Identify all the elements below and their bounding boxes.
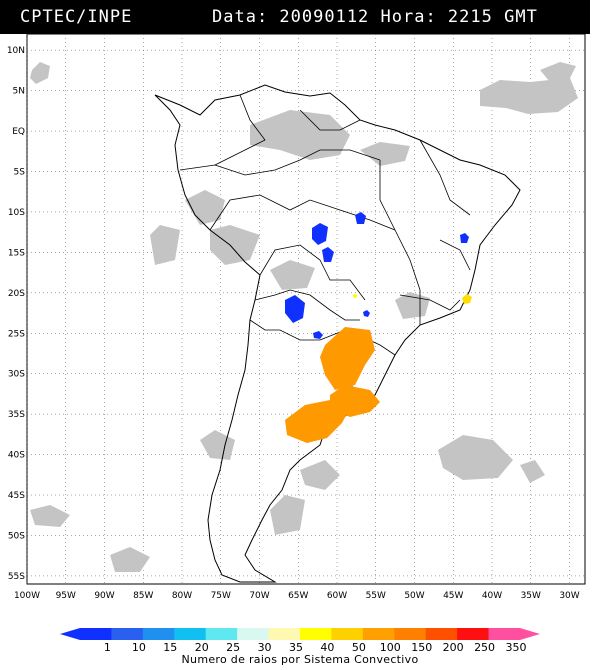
- colorbar-swatch: [488, 628, 521, 640]
- lat-label: 50S: [8, 531, 25, 541]
- lon-label: 95W: [56, 591, 76, 601]
- colorbar-swatch: [142, 628, 175, 640]
- lon-label: 55W: [366, 591, 386, 601]
- lon-label: 90W: [94, 591, 114, 601]
- colorbar: 1 10 15 20 25 30 35 40 50 100 150 200 250 350: [60, 628, 540, 654]
- colorbar-swatch: [237, 628, 270, 640]
- lon-label: 45W: [443, 591, 463, 601]
- colorbar-tick-label: 25: [226, 641, 240, 654]
- lat-label: 40S: [8, 451, 25, 461]
- lat-label: 45S: [8, 491, 25, 501]
- lightning-map: 10N5NEQ5S10S15S20S25S30S35S40S45S50S55S …: [7, 34, 586, 654]
- lat-label: 25S: [8, 329, 25, 339]
- colorbar-tick-label: 15: [163, 641, 177, 654]
- lat-label: 20S: [8, 289, 25, 299]
- colorbar-tick-label: 20: [195, 641, 209, 654]
- colorbar-tick-label: 150: [411, 641, 432, 654]
- datetime-label: Data: 20090112 Hora: 2215 GMT: [212, 7, 538, 27]
- lon-label: 65W: [288, 591, 308, 601]
- colorbar-swatch: [111, 628, 144, 640]
- lon-label: 50W: [404, 591, 424, 601]
- cloud-fields: [30, 62, 578, 572]
- lon-label: 80W: [172, 591, 192, 601]
- colorbar-right-arrow: [520, 628, 540, 640]
- colorbar-tick-label: 10: [132, 641, 146, 654]
- colorbar-swatch: [394, 628, 427, 640]
- colorbar-title: Numero de raios por Sistema Convectivo: [181, 653, 419, 666]
- colorbar-tick-label: 50: [352, 641, 366, 654]
- lat-label: 10N: [7, 46, 25, 56]
- lon-label: 75W: [211, 591, 231, 601]
- lat-label: 35S: [8, 410, 25, 420]
- colorbar-tick-label: 1: [104, 641, 111, 654]
- colorbar-tick-label: 30: [258, 641, 272, 654]
- lat-label: 10S: [8, 208, 25, 218]
- colorbar-swatch: [457, 628, 490, 640]
- colorbar-tick-label: 100: [380, 641, 401, 654]
- lon-label: 30W: [559, 591, 579, 601]
- lon-label: 35W: [521, 591, 541, 601]
- colorbar-tick-label: 250: [474, 641, 495, 654]
- lat-label: 15S: [8, 248, 25, 258]
- colorbar-swatch: [174, 628, 207, 640]
- latitude-labels: 10N 5N EQ 5S 10S 15S 20S 25S 30S 35S 40S 45S 50S 55S: [7, 46, 25, 582]
- lon-label: 100W: [14, 591, 40, 601]
- lat-label: EQ: [12, 127, 25, 137]
- colorbar-swatch: [80, 628, 112, 640]
- colorbar-swatch: [331, 628, 364, 640]
- colorbar-tick-label: 200: [443, 641, 464, 654]
- colorbar-swatch: [300, 628, 332, 640]
- lon-label: 85W: [133, 591, 153, 601]
- colorbar-tick-label: 35: [289, 641, 303, 654]
- longitude-labels: 100W 95W 90W 85W 80W 75W 70W 65W 60W 55W 50W 45W 40W…: [14, 591, 580, 601]
- colorbar-swatch: [268, 628, 301, 640]
- colorbar-swatch: [425, 628, 458, 640]
- lat-label: 55S: [8, 572, 25, 582]
- lat-label: 5N: [13, 87, 25, 97]
- lat-label: 30S: [8, 370, 25, 380]
- lat-label: 5S: [14, 168, 26, 178]
- lightning-clusters: [285, 212, 472, 443]
- colorbar-tick-label: 40: [320, 641, 334, 654]
- colorbar-swatch: [362, 628, 395, 640]
- lon-label: 60W: [327, 591, 347, 601]
- coastline: [154, 84, 521, 583]
- lon-label: 40W: [482, 591, 502, 601]
- source-label: CPTEC/INPE: [20, 7, 133, 27]
- colorbar-tick-label: 350: [506, 641, 527, 654]
- colorbar-swatch: [205, 628, 238, 640]
- header-bar: CPTEC/INPE Data: 20090112 Hora: 2215 GMT: [0, 0, 590, 34]
- lon-label: 70W: [249, 591, 269, 601]
- colorbar-left-arrow: [60, 628, 80, 640]
- country-borders: [179, 94, 471, 406]
